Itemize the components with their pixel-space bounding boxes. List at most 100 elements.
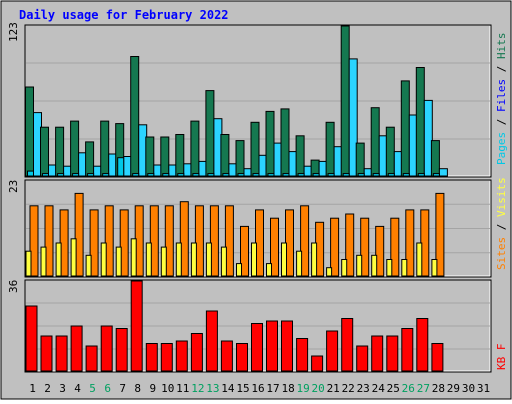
bar-pages-day-21 [327, 173, 335, 177]
legend-part: Sites [495, 237, 508, 270]
x-tick-label-day-5: 5 [89, 382, 96, 395]
bar-kb-f-day-7 [115, 328, 128, 372]
bar-pages-day-8 [132, 173, 140, 177]
x-tick-label-day-27: 27 [417, 382, 430, 395]
bar-kb-f-day-6 [100, 325, 113, 372]
bar-visits-day-7 [115, 246, 122, 277]
bar-hits-day-1 [25, 86, 34, 177]
bar-pages-day-20 [312, 173, 320, 177]
bar-sites-day-23 [360, 217, 370, 277]
bar-kb-f-day-17 [266, 320, 278, 372]
bar-sites-day-12 [194, 205, 204, 277]
x-tick-label-day-11: 11 [176, 382, 189, 395]
x-tick-label-day-8: 8 [134, 382, 141, 395]
bar-kb-f-day-10 [160, 343, 173, 372]
bar-hits-day-16 [250, 121, 260, 177]
x-tick-label-day-23: 23 [357, 382, 370, 395]
x-tick-label-day-16: 16 [251, 382, 264, 395]
bar-hits-day-18 [280, 108, 290, 177]
bar-pages-day-28 [432, 173, 440, 177]
bar-hits-day-19 [295, 135, 305, 177]
bar-kb-f-day-14 [220, 340, 233, 372]
bar-sites-day-11 [179, 201, 189, 277]
bar-hits-day-12 [190, 120, 200, 177]
bar-pages-day-18 [282, 173, 290, 177]
y-max-label-sites: 23 [7, 180, 20, 193]
bar-sites-day-4 [74, 192, 84, 277]
bar-sites-day-7 [119, 209, 129, 277]
x-tick-label-day-29: 29 [447, 382, 460, 395]
bar-pages-day-19 [297, 173, 305, 177]
legend-part: Hits [495, 33, 508, 60]
bar-visits-day-4 [70, 238, 77, 277]
bar-sites-day-24 [375, 225, 385, 277]
bar-visits-day-6 [100, 242, 107, 277]
bar-kb-f-day-8 [130, 280, 143, 372]
bar-sites-day-5 [89, 209, 99, 277]
bar-pages-day-13 [207, 173, 215, 177]
legend-part: Visits [495, 177, 508, 217]
legend-part: / [495, 112, 508, 132]
bar-kb-f-day-22 [341, 318, 354, 372]
bar-pages-day-12 [192, 173, 200, 177]
bar-hits-day-2 [40, 126, 49, 177]
bar-pages-day-11 [177, 173, 185, 177]
bar-files-day-22 [348, 58, 358, 177]
x-tick-label-day-22: 22 [342, 382, 355, 395]
bar-sites-day-2 [44, 205, 54, 277]
x-tick-label-day-1: 1 [29, 382, 36, 395]
x-tick-label-day-3: 3 [59, 382, 66, 395]
legend-pages-files-hits: Pages / Files / Hits [495, 33, 508, 166]
bar-sites-day-21 [330, 217, 340, 277]
bar-visits-day-3 [55, 242, 62, 277]
x-tick-label-day-4: 4 [74, 382, 81, 395]
bar-kb-f-day-20 [311, 355, 324, 372]
legend-part: / [495, 59, 508, 79]
bar-sites-day-9 [149, 205, 159, 277]
bar-hits-day-28 [430, 140, 440, 177]
bar-pages-day-14 [222, 173, 230, 177]
bar-visits-day-13 [205, 242, 212, 277]
bar-sites-day-10 [164, 205, 174, 277]
bar-pages-day-4 [72, 173, 80, 177]
bar-hits-day-4 [70, 120, 80, 177]
legend-part: Files [495, 79, 508, 112]
legend-kbytes: KB F [495, 344, 508, 371]
y-max-label-kbytes: 36 [7, 280, 20, 293]
bar-visits-day-15 [236, 263, 242, 277]
bar-hits-day-11 [175, 134, 185, 177]
bar-visits-day-23 [356, 254, 363, 277]
bar-pages-day-16 [252, 173, 260, 177]
bar-hits-day-26 [400, 80, 410, 177]
bar-pages-day-6 [102, 173, 110, 177]
x-tick-label-day-2: 2 [44, 382, 51, 395]
bar-visits-day-21 [326, 267, 333, 277]
x-tick-label-day-10: 10 [161, 382, 174, 395]
bar-visits-day-22 [341, 259, 348, 277]
x-tick-label-day-14: 14 [221, 382, 235, 395]
bar-hits-day-17 [265, 110, 275, 177]
bar-pages-day-22 [342, 173, 350, 177]
bar-kb-f-day-1 [25, 305, 38, 372]
bar-visits-day-14 [220, 246, 227, 277]
bar-hits-day-3 [55, 126, 65, 177]
bar-kb-f-day-19 [296, 338, 309, 372]
bar-visits-day-5 [85, 254, 92, 277]
bar-pages-day-24 [372, 173, 380, 177]
bar-sites-day-14 [224, 205, 234, 277]
bar-hits-day-5 [85, 141, 95, 177]
bar-hits-day-10 [160, 136, 170, 177]
bar-visits-day-20 [311, 242, 318, 277]
bar-pages-day-7 [117, 157, 125, 177]
bar-pages-day-1 [27, 170, 34, 177]
x-tick-label-day-9: 9 [149, 382, 156, 395]
bar-visits-day-9 [145, 242, 152, 277]
bar-pages-day-27 [417, 173, 425, 177]
bar-visits-day-12 [190, 242, 197, 277]
bar-pages-day-23 [357, 173, 365, 177]
bar-pages-day-3 [57, 173, 65, 177]
bar-hits-day-24 [370, 107, 380, 177]
x-tick-label-day-15: 15 [236, 382, 249, 395]
x-tick-label-day-25: 25 [387, 382, 400, 395]
